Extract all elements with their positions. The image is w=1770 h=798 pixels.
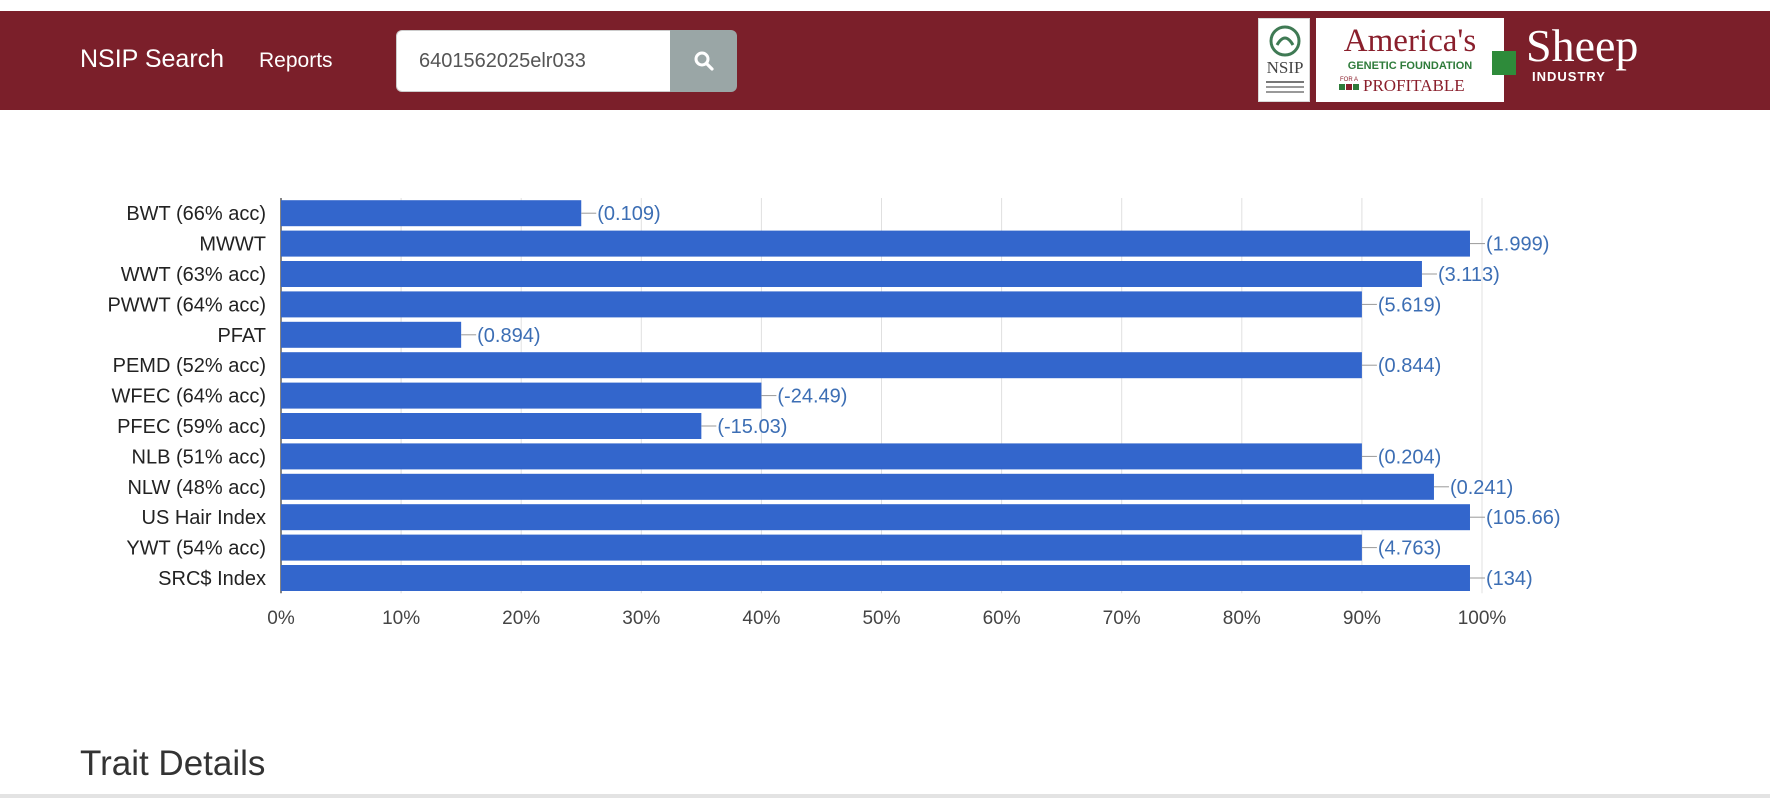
data-label: (0.894): [477, 325, 540, 347]
chart-bar: [281, 504, 1470, 531]
x-tick-label: 90%: [1343, 608, 1381, 629]
top-gap: [0, 0, 1770, 11]
chart-bar: [281, 291, 1362, 318]
search-input[interactable]: [396, 30, 670, 92]
category-label: PEMD (52% acc): [113, 355, 266, 377]
x-tick-label: 80%: [1223, 608, 1261, 629]
chart-bar: [281, 230, 1470, 257]
sheep-logo-text: Sheep: [1526, 20, 1639, 71]
chart-bars: [281, 200, 1470, 591]
america-title-text: America's: [1344, 23, 1476, 59]
x-tick-label: 0%: [267, 608, 295, 629]
data-label: (5.619): [1378, 294, 1441, 316]
category-label: PFAT: [217, 325, 266, 347]
search-button[interactable]: [670, 30, 737, 92]
data-label: (0.241): [1450, 477, 1513, 499]
category-label: WFEC (64% acc): [112, 386, 266, 408]
america-for-a-text: FOR A: [1340, 77, 1358, 83]
bottom-divider: [0, 794, 1770, 798]
category-label: WWT (63% acc): [121, 264, 266, 286]
chart-bar: [281, 321, 462, 348]
category-label: PFEC (59% acc): [117, 416, 266, 438]
category-label: SRC$ Index: [158, 568, 266, 590]
reports-link[interactable]: Reports: [259, 49, 333, 72]
chart-bar: [281, 473, 1434, 500]
x-tick-label: 20%: [502, 608, 540, 629]
x-tick-label: 100%: [1458, 608, 1507, 629]
x-tick-label: 30%: [622, 608, 660, 629]
brand-link[interactable]: NSIP Search: [80, 45, 225, 73]
category-label: NLW (48% acc): [127, 477, 266, 499]
industry-logo-text: INDUSTRY: [1532, 69, 1606, 84]
logo-green-square: [1492, 51, 1516, 75]
chart-bar: [281, 443, 1362, 470]
chart-labels: 0% 10% 20% 30% 40% 50% 60% 70% 80% 90% 100% BWT (66…: [107, 203, 1560, 629]
trait-details-heading: Trait Details: [80, 744, 266, 783]
category-label: US Hair Index: [142, 507, 267, 529]
x-tick-label: 70%: [1103, 608, 1141, 629]
nsip-logo: NSIP: [1258, 18, 1310, 102]
x-tick-label: 40%: [742, 608, 780, 629]
chart-bar: [281, 565, 1470, 591]
data-label: (0.844): [1378, 355, 1441, 377]
navbar: NSIP Search Reports NSIP America's GENET…: [0, 11, 1770, 110]
chart-bar: [281, 413, 702, 439]
chart-bar: [281, 200, 582, 227]
chart-bar: [281, 382, 762, 409]
data-label: (134): [1486, 568, 1533, 590]
data-label: (105.66): [1486, 507, 1561, 529]
data-label: (3.113): [1438, 264, 1500, 286]
category-label: MWWT: [199, 234, 266, 256]
america-logo: America's GENETIC FOUNDATION FOR A PROFI…: [1316, 18, 1504, 102]
chart-bar: [281, 352, 1362, 379]
data-label: (4.763): [1378, 538, 1441, 560]
x-tick-label: 50%: [862, 608, 900, 629]
data-label: (0.204): [1378, 446, 1441, 468]
trait-bar-chart: 0% 10% 20% 30% 40% 50% 60% 70% 80% 90% 100% BWT (66…: [107, 198, 1560, 629]
category-label: PWWT (64% acc): [107, 294, 266, 316]
search-icon: [694, 51, 714, 71]
x-tick-label: 60%: [983, 608, 1021, 629]
nsip-logo-text: NSIP: [1267, 58, 1304, 77]
category-label: NLB (51% acc): [132, 446, 267, 468]
chart-bar: [281, 261, 1422, 287]
america-subtitle-text: GENETIC FOUNDATION: [1348, 60, 1473, 72]
data-label: (1.999): [1486, 234, 1549, 256]
category-label: YWT (54% acc): [126, 538, 266, 560]
x-tick-label: 10%: [382, 608, 420, 629]
chart-bar: [281, 534, 1362, 561]
data-label: (-24.49): [777, 386, 847, 408]
category-label: BWT (66% acc): [126, 203, 266, 225]
data-label: (0.109): [597, 203, 660, 225]
data-label: (-15.03): [717, 416, 787, 438]
america-profitable-text: PROFITABLE: [1363, 76, 1465, 95]
